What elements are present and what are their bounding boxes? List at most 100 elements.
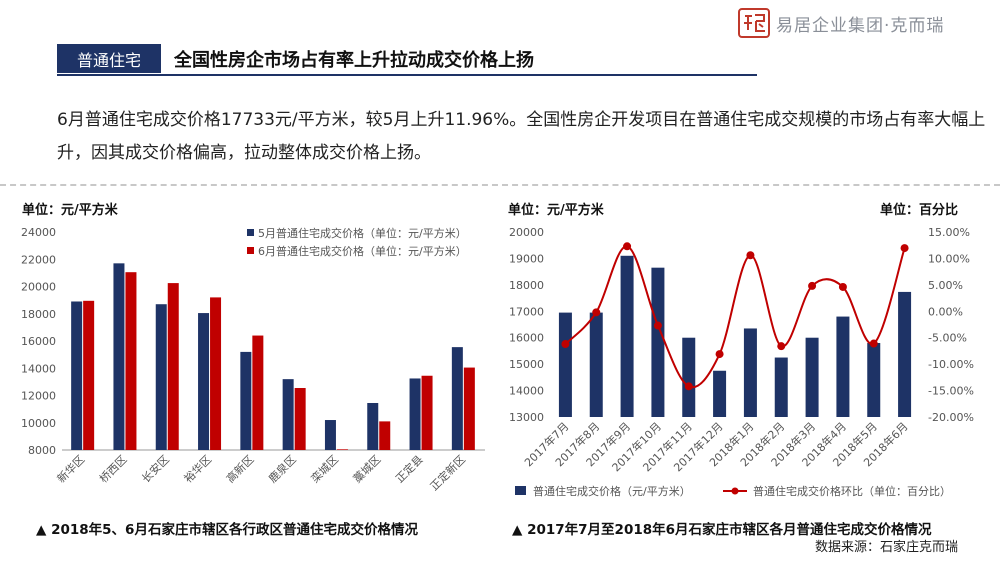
y-tick-label: 22000 [21, 253, 56, 266]
data-source: 数据来源：石家庄克而瑞 [815, 540, 959, 555]
brand: 易居企业集团·克而瑞 [738, 6, 993, 40]
bar-june [210, 297, 222, 450]
bar-may [71, 301, 83, 450]
y-tick-label: 13000 [509, 411, 544, 424]
bar-may [367, 402, 379, 450]
dashed-divider [0, 184, 1000, 186]
district-price-bar-chart: 8000 10000 12000 14000 16000 18000 20000 22000 2… [21, 226, 485, 493]
x-tick-label: 正定新区 [427, 452, 468, 493]
x-tick-label: 藁城区 [351, 453, 384, 486]
y2-tick-label: 15.00% [928, 226, 970, 239]
bar-june [421, 375, 433, 450]
y2-tick-label: -10.00% [928, 358, 974, 371]
bar-price [805, 337, 819, 417]
legend-swatch [247, 247, 254, 254]
y-tick-label: 19000 [509, 252, 544, 265]
legend-label: 普通住宅成交价格（元/平方米） [533, 484, 691, 498]
y-tick-label: 16000 [509, 332, 544, 345]
legend-swatch [515, 486, 526, 495]
page-title: 全国性房企市场占有率上升拉动成交价格上扬 [174, 50, 534, 71]
y-tick-label: 20000 [509, 226, 544, 239]
bar-june [379, 421, 391, 450]
bar-price [558, 312, 572, 417]
y2-tick-label: 5.00% [928, 279, 963, 292]
y2-tick-label: -15.00% [928, 385, 974, 398]
x-tick-label: 长安区 [139, 452, 172, 485]
bar-price [867, 343, 881, 417]
bar-june [252, 335, 264, 450]
mom-point [653, 321, 662, 330]
legend: 5月普通住宅成交价格（单位：元/平方米） 6月普通住宅成交价格（单位：元/平方米） [247, 226, 467, 258]
intro-paragraph: 6月普通住宅成交价格17733元/平方米，较5月上升11.96%。全国性房企开发… [57, 110, 986, 163]
bar-price [743, 328, 757, 417]
mom-point [623, 242, 632, 251]
mom-point [746, 251, 755, 260]
right-chart-caption: ▲ 2017年7月至2018年6月石家庄市辖区各月普通住宅成交价格情况 [512, 522, 932, 538]
left-chart-unit: 单位：元/平方米 [22, 203, 118, 218]
mom-point [838, 282, 847, 291]
x-tick-label: 高新区 [223, 452, 256, 485]
y2-tick-label: -5.00% [928, 332, 967, 345]
bar-may [240, 351, 252, 450]
bar-june [167, 283, 179, 450]
bar-june [125, 272, 137, 450]
bar-price [898, 291, 912, 417]
bar-price [589, 312, 603, 417]
x-tick-label: 新华区 [54, 452, 87, 485]
left-chart-caption: ▲ 2018年5、6月石家庄市辖区各行政区普通住宅成交价格情况 [36, 522, 418, 538]
y2-tick-label: 10.00% [928, 252, 970, 265]
bar-may [451, 347, 463, 450]
y-tick-label: 15000 [509, 358, 544, 371]
bar-price [713, 370, 727, 417]
x-tick-label: 正定县 [392, 452, 425, 485]
bar-may [155, 304, 167, 450]
y-tick-label: 18000 [21, 308, 56, 321]
yiju-seal-logo-icon [738, 8, 770, 38]
mom-point [777, 342, 786, 351]
legend-label: 5月普通住宅成交价格（单位：元/平方米） [258, 226, 467, 240]
legend: 普通住宅成交价格（元/平方米） 普通住宅成交价格环比（单位：百分比） [515, 484, 951, 498]
bar-may [198, 313, 210, 450]
y-tick-label: 18000 [509, 279, 544, 292]
section-tag: 普通住宅 [57, 44, 161, 73]
right-chart-unit-left: 单位：元/平方米 [508, 203, 604, 218]
bar-price [836, 316, 850, 417]
y-tick-label: 16000 [21, 335, 56, 348]
x-tick-label: 栾城区 [308, 452, 341, 485]
bar-price [682, 337, 696, 417]
bar-price [620, 255, 634, 417]
y-tick-label: 14000 [509, 385, 544, 398]
right-chart-unit-right: 单位：百分比 [880, 203, 959, 218]
header-divider [57, 74, 757, 76]
mom-line-path [564, 245, 906, 389]
monthly-price-combo-chart: 13000 14000 15000 16000 17000 18000 19000 20000… [509, 226, 974, 498]
y-tick-label: 17000 [509, 305, 544, 318]
x-tick-label: 桥西区 [97, 453, 130, 486]
mom-point [684, 382, 693, 391]
bar-june [294, 388, 306, 450]
brand-name: 易居企业集团·克而瑞 [776, 15, 945, 36]
mom-point [561, 340, 570, 349]
bar-may [282, 379, 294, 450]
y-tick-label: 20000 [21, 281, 56, 294]
y-tick-labels: 13000 14000 15000 16000 17000 18000 19000 20000 [509, 226, 544, 424]
mom-line [561, 242, 909, 391]
bar-may [409, 378, 421, 450]
bar-june [83, 300, 95, 450]
bar-price [651, 267, 665, 417]
y2-tick-label: 0.00% [928, 305, 963, 318]
legend-marker [731, 487, 739, 495]
mom-point [592, 308, 601, 317]
y-tick-label: 12000 [21, 390, 56, 403]
mom-point [808, 281, 817, 290]
y-tick-label: 24000 [21, 226, 56, 239]
mom-point [715, 350, 724, 359]
y2-tick-label: -20.00% [928, 411, 974, 424]
bar-june [463, 367, 475, 450]
bar-group [558, 255, 912, 417]
legend-swatch [247, 229, 254, 236]
bar-may [113, 263, 125, 450]
legend-label: 6月普通住宅成交价格（单位：元/平方米） [258, 244, 467, 258]
x-tick-labels: 新华区 桥西区 长安区 裕华区 高新区 鹿泉区 栾城区 藁城区 正定县 正定新区 [54, 452, 468, 493]
bar-price [774, 357, 788, 417]
